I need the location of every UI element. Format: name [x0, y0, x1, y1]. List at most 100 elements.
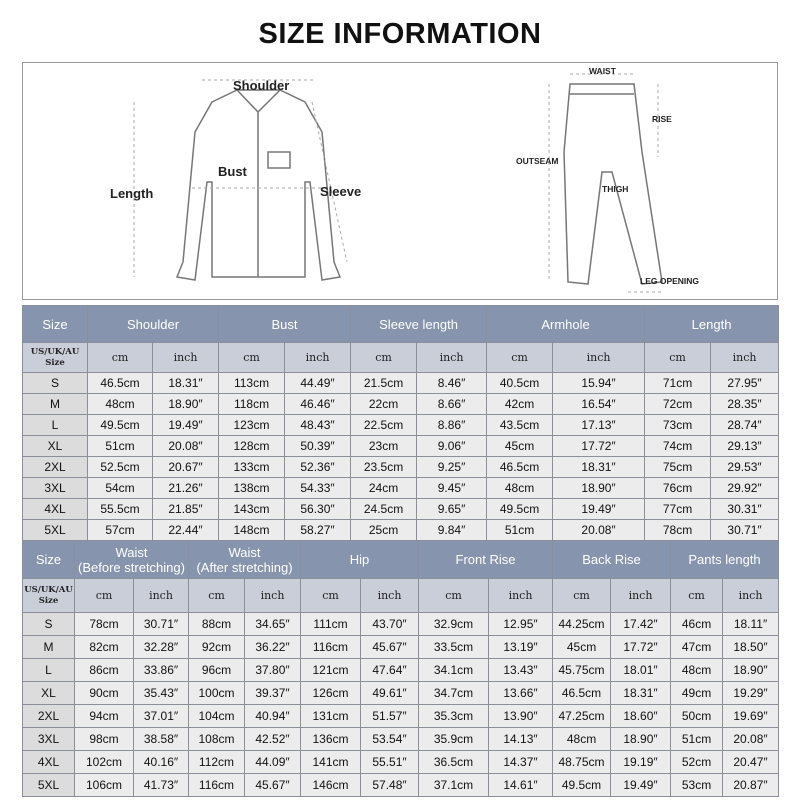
size-cell: XL: [22, 681, 75, 705]
measurement-cell: 88cm: [188, 612, 245, 636]
measurement-cell: 22.44″: [151, 519, 220, 541]
measurement-cell: 18.90″: [722, 658, 780, 682]
column-header: Back Rise: [552, 540, 672, 579]
measurement-cell: 111cm: [300, 612, 361, 636]
measurement-cell: 33.86″: [133, 658, 189, 682]
unit-row: US/UK/AU Size cm inch cm inch cm inch cm inch cm i…: [22, 578, 780, 613]
measurement-cell: 54.33″: [284, 477, 352, 499]
size-row: XL 51cm 20.08″ 128cm 50.39″ 23cm 9.06″ 45cm 17.7…: [22, 435, 780, 457]
measurement-cell: 37.80″: [244, 658, 301, 682]
unit-header: inch: [359, 578, 420, 613]
measurement-cell: 113cm: [218, 372, 286, 394]
measurement-cell: 37.01″: [133, 704, 189, 728]
measurement-cell: 136cm: [300, 727, 361, 751]
measurement-cell: 96cm: [188, 658, 245, 682]
measurement-cell: 24.5cm: [350, 498, 418, 520]
size-row: L 86cm 33.86″ 96cm 37.80″ 121cm 47.64″ 34.1cm 13…: [22, 658, 780, 682]
measurement-cell: 18.31″: [151, 372, 220, 394]
measurement-cell: 52.5cm: [87, 456, 153, 478]
measurement-cell: 38.58″: [133, 727, 189, 751]
column-header: Pants length: [670, 540, 780, 579]
measurement-cell: 71cm: [644, 372, 712, 394]
measurement-cell: 45cm: [552, 635, 612, 659]
measurement-cell: 35.9cm: [418, 727, 490, 751]
measurement-cell: 78cm: [74, 612, 134, 636]
measurement-cell: 126cm: [300, 681, 361, 705]
measurement-cell: 56.30″: [284, 498, 352, 520]
size-row: M 48cm 18.90″ 118cm 46.46″ 22cm 8.66″ 42cm 16.54…: [22, 393, 780, 415]
measurement-cell: 52.36″: [284, 456, 352, 478]
measurement-cell: 18.90″: [151, 393, 220, 415]
measurement-cell: 102cm: [74, 750, 134, 774]
measurement-cell: 20.47″: [722, 750, 780, 774]
measurement-cell: 30.71″: [133, 612, 189, 636]
measurement-cell: 20.08″: [722, 727, 780, 751]
unit-header: cm: [87, 342, 153, 373]
measurement-cell: 41.73″: [133, 773, 189, 797]
measurement-cell: 53.54″: [359, 727, 420, 751]
measurement-cell: 49cm: [670, 681, 724, 705]
column-header: Armhole: [486, 305, 646, 343]
measurement-cell: 133cm: [218, 456, 286, 478]
measurement-cell: 35.3cm: [418, 704, 490, 728]
size-row: 2XL 94cm 37.01″ 104cm 40.94″ 131cm 51.57″ 35.3c…: [22, 704, 780, 728]
size-region-header: US/UK/AU Size: [22, 342, 88, 373]
measurement-cell: 24cm: [350, 477, 418, 499]
measurement-cell: 51cm: [670, 727, 724, 751]
measurement-cell: 12.95″: [488, 612, 554, 636]
measurement-cell: 141cm: [300, 750, 361, 774]
measurement-cell: 55.5cm: [87, 498, 153, 520]
measurement-cell: 32.9cm: [418, 612, 490, 636]
unit-header: cm: [644, 342, 712, 373]
measurement-cell: 48.43″: [284, 414, 352, 436]
measurement-cell: 40.16″: [133, 750, 189, 774]
measurement-cell: 18.60″: [610, 704, 672, 728]
measurement-cell: 13.66″: [488, 681, 554, 705]
measurement-cell: 18.01″: [610, 658, 672, 682]
unit-header: inch: [710, 342, 780, 373]
measurement-cell: 8.66″: [416, 393, 488, 415]
measurement-cell: 21.85″: [151, 498, 220, 520]
measurement-cell: 18.90″: [610, 727, 672, 751]
measurement-cell: 14.37″: [488, 750, 554, 774]
pants-measure-lines: [548, 73, 662, 293]
unit-header: inch: [722, 578, 780, 613]
measurement-cell: 146cm: [300, 773, 361, 797]
unit-header: cm: [486, 342, 554, 373]
measurement-cell: 20.08″: [552, 519, 646, 541]
measurement-cell: 106cm: [74, 773, 134, 797]
measurement-cell: 43.5cm: [486, 414, 554, 436]
label-thigh: THIGH: [602, 184, 628, 194]
size-row: L 49.5cm 19.49″ 123cm 48.43″ 22.5cm 8.86″ 43.5c…: [22, 414, 780, 436]
column-header: Size: [22, 540, 75, 579]
measurement-cell: 86cm: [74, 658, 134, 682]
measurement-cell: 98cm: [74, 727, 134, 751]
unit-header: cm: [300, 578, 361, 613]
measurement-cell: 48cm: [670, 658, 724, 682]
measurement-cell: 9.25″: [416, 456, 488, 478]
label-shoulder: Shoulder: [233, 78, 289, 93]
label-leg-opening: LEG OPENING: [640, 276, 699, 286]
measurement-cell: 20.67″: [151, 456, 220, 478]
size-cell: L: [22, 658, 75, 682]
page-title: SIZE INFORMATION: [258, 18, 542, 50]
measurement-cell: 19.49″: [552, 498, 646, 520]
measurement-cell: 8.86″: [416, 414, 488, 436]
shirt-size-table: Size Shoulder Bust Sleeve length Armhole Leng…: [22, 305, 780, 541]
shirt-measure-lines: [133, 79, 348, 277]
column-header: Size: [22, 305, 88, 343]
measurement-cell: 25cm: [350, 519, 418, 541]
unit-header: inch: [284, 342, 352, 373]
label-sleeve: Sleeve: [320, 184, 361, 199]
unit-header: cm: [418, 578, 490, 613]
label-bust: Bust: [218, 164, 248, 179]
measurement-cell: 72cm: [644, 393, 712, 415]
measurement-cell: 48cm: [486, 477, 554, 499]
measurement-cell: 19.29″: [722, 681, 780, 705]
measurement-cell: 82cm: [74, 635, 134, 659]
label-waist: WAIST: [589, 66, 617, 76]
measurement-cell: 46.5cm: [552, 681, 612, 705]
measurement-cell: 131cm: [300, 704, 361, 728]
measurement-cell: 8.46″: [416, 372, 488, 394]
size-row: 5XL 106cm 41.73″ 116cm 45.67″ 146cm 57.48″ 37.1…: [22, 773, 780, 797]
